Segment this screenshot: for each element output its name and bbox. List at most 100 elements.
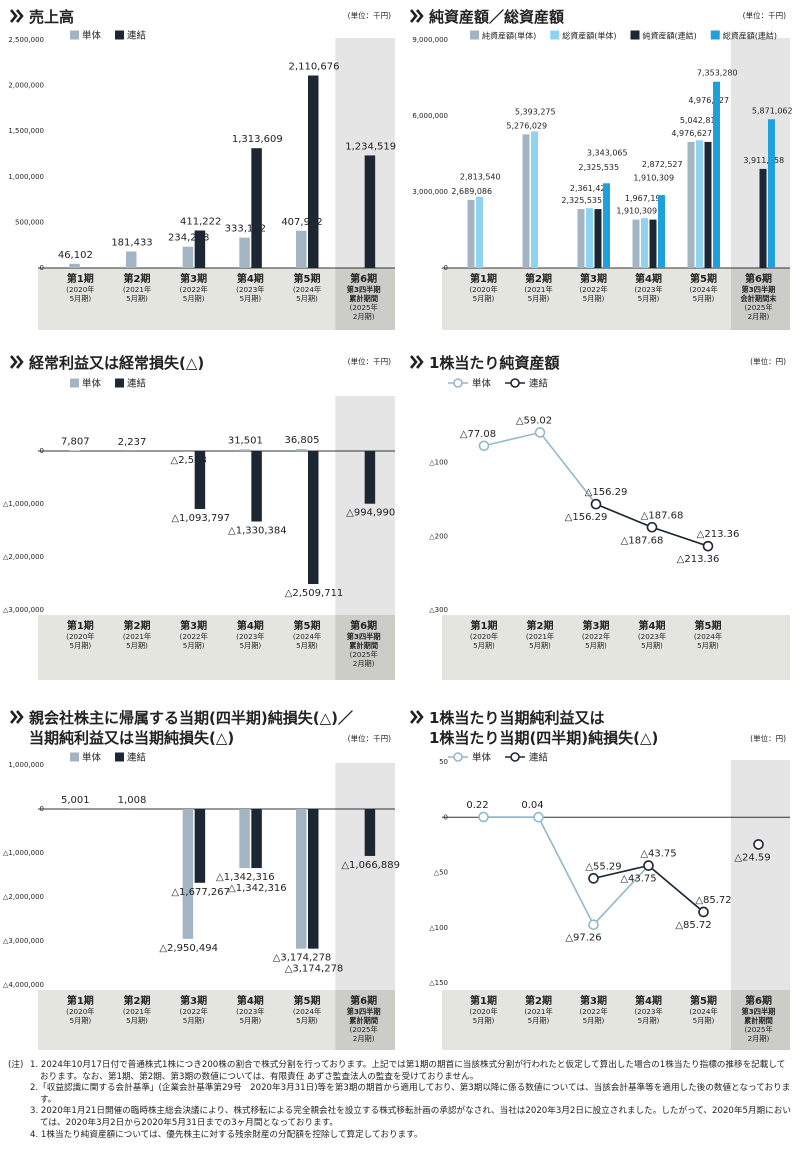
category-detail: 第3四半期 <box>742 285 776 294</box>
marker <box>588 873 599 884</box>
category-label: 第6期 <box>745 994 772 1007</box>
bar <box>364 451 376 504</box>
category-detail: 5月期) <box>693 1016 715 1025</box>
category-detail: 5月期) <box>69 1016 91 1025</box>
marker <box>478 811 489 823</box>
category-label: 第2期 <box>124 994 151 1007</box>
value-label: △2,509,711 <box>285 588 344 599</box>
value-label: 0.22 <box>466 800 488 811</box>
legend-label: 単体 <box>82 378 102 390</box>
category-detail: 第3四半期 <box>347 1007 381 1016</box>
category-detail: (2025年 <box>744 1025 772 1034</box>
unit-label: (単位：千円) <box>348 733 391 743</box>
unit-label: (単位：円) <box>750 356 786 366</box>
bar <box>713 81 720 268</box>
bar <box>476 196 483 268</box>
y-tick-label: △300 <box>429 606 448 614</box>
value-label: △213.36 <box>677 554 720 565</box>
value-label: 1,313,609 <box>232 134 283 145</box>
y-tick-label: △2,000,000 <box>3 893 44 901</box>
value-label: 4,976,627 <box>688 96 729 105</box>
category-detail: 5月期) <box>296 294 318 303</box>
category-detail: 会計期間末 <box>741 294 778 303</box>
category-label: 第3期 <box>180 994 207 1007</box>
category-detail: (2024年 <box>694 632 722 641</box>
marker <box>478 440 490 452</box>
charts: 売上高 (単位：千円)0500,0001,000,0001,500,0002,00… <box>3 8 793 1050</box>
category-detail: (2021年 <box>123 285 151 294</box>
category-detail: (2021年 <box>123 632 151 641</box>
legend-label: 連結 <box>127 378 147 390</box>
value-label: 7,807 <box>61 437 90 448</box>
value-label: 46,102 <box>58 250 93 261</box>
value-label: △97.26 <box>565 933 601 944</box>
y-tick-label: △3,000,000 <box>3 606 44 614</box>
marker <box>753 839 764 850</box>
category-label: 第2期 <box>525 272 552 285</box>
bar <box>296 230 307 268</box>
title-icon <box>410 355 418 369</box>
category-detail: (2023年 <box>236 1007 264 1016</box>
unit-label: (単位：円) <box>750 733 786 743</box>
category-detail: (2020年 <box>469 1007 497 1016</box>
bar <box>239 449 250 451</box>
category-detail: (2023年 <box>236 285 264 294</box>
category-detail: (2023年 <box>634 1007 662 1016</box>
category-detail: 5月期) <box>183 1016 205 1025</box>
bar <box>69 263 80 268</box>
title-icon <box>416 9 424 23</box>
bar <box>586 208 593 268</box>
notes-items: 1. 2024年10月17日付で普通株式1株につき200株の割合で株式分割を行っ… <box>30 1060 792 1141</box>
category-detail: (2020年 <box>66 285 94 294</box>
category-detail: 5月期) <box>239 294 261 303</box>
title-icon <box>10 710 18 724</box>
y-tick-label: 9,000,000 <box>412 36 448 44</box>
bar <box>296 809 307 949</box>
title-icon <box>16 9 24 23</box>
y-tick-label: △1,000,000 <box>3 500 44 508</box>
bar <box>641 218 648 268</box>
bar <box>194 230 206 268</box>
bar <box>194 451 206 509</box>
category-label: 第5期 <box>690 994 717 1007</box>
bar <box>182 809 194 939</box>
y-tick-label: △150 <box>429 979 448 987</box>
category-label: 第1期 <box>67 994 94 1007</box>
category-detail: 2月期) <box>748 312 770 321</box>
bar <box>239 809 250 869</box>
value-label: △59.02 <box>516 415 552 426</box>
category-detail: 累計期間 <box>744 1016 773 1025</box>
category-detail: (2022年 <box>180 632 208 641</box>
legend-swatch <box>70 378 79 388</box>
category-label: 第6期 <box>350 619 377 632</box>
category-label: 第5期 <box>294 619 321 632</box>
legend-label: 連結 <box>127 752 147 764</box>
category-detail: (2021年 <box>524 1007 552 1016</box>
category-label: 第2期 <box>525 994 552 1007</box>
value-label: 181,433 <box>111 237 152 248</box>
category-detail: 第3四半期 <box>347 285 381 294</box>
bar <box>251 451 262 522</box>
note-item: 4. 1株当たり純資産額については、優先株主に対する残余財産の分配額を控除して算… <box>30 1129 423 1140</box>
bar <box>296 449 307 451</box>
chart-title: 純資産額／総資産額 <box>429 8 564 26</box>
category-detail: 5月期) <box>126 1016 148 1025</box>
value-label: 31,501 <box>228 435 263 446</box>
category-label: 第3期 <box>583 619 610 632</box>
legend-swatch <box>710 30 720 40</box>
category-detail: (2020年 <box>469 285 497 294</box>
bar <box>308 75 319 268</box>
bar <box>696 140 703 268</box>
legend-label: 総資産額(単体) <box>562 31 616 41</box>
marker <box>702 540 714 552</box>
value-label: △2,950,494 <box>159 943 218 954</box>
value-label: △24.59 <box>734 852 770 863</box>
category-detail: 5月期) <box>183 641 205 650</box>
category-detail: (2023年 <box>634 285 662 294</box>
bar <box>577 209 585 268</box>
y-tick-label: 1,000,000 <box>8 761 44 769</box>
category-detail: (2021年 <box>526 632 554 641</box>
title-icon <box>10 9 18 23</box>
bar <box>759 168 767 268</box>
chart-title: 売上高 <box>29 8 74 26</box>
